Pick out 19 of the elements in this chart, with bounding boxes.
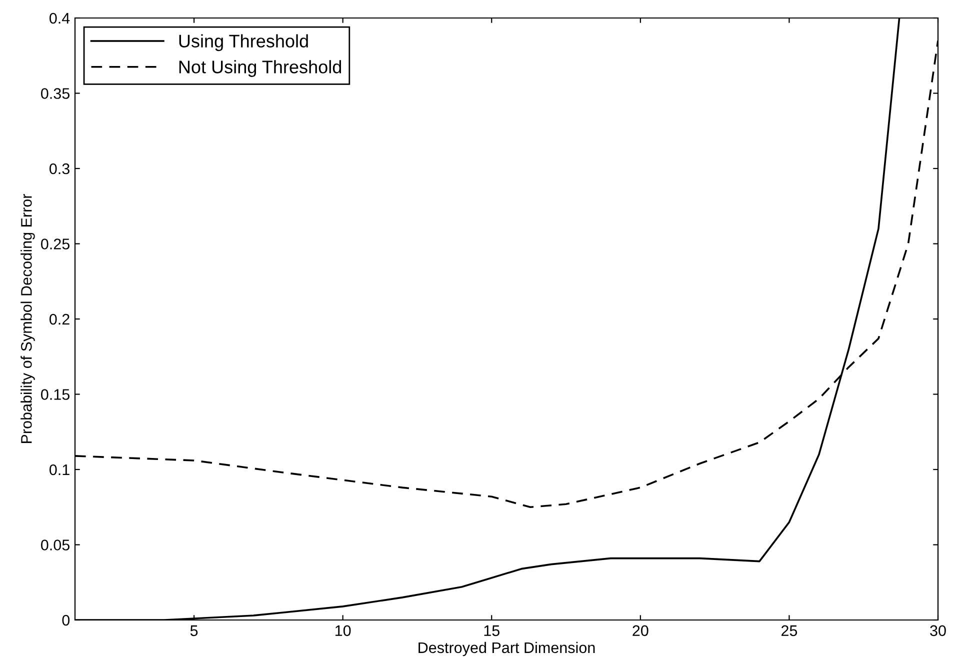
y-tick-label: 0.1 [50,464,70,476]
y-tick-label: 0.25 [41,238,70,250]
y-tick-label: 0.4 [50,12,70,24]
y-tick-label: 0.3 [50,163,70,174]
y-axis-title: Probability of Symbol Decoding Error [20,194,35,443]
y-tick-label: 0.35 [41,88,70,99]
y-tick-label: 0.15 [41,389,70,400]
x-tick-label: 15 [484,625,500,636]
x-tick-label: 25 [781,625,798,636]
y-tick-label: 0 [62,614,70,626]
x-tick-label: 30 [930,625,946,636]
x-tick-label: 10 [335,625,351,636]
legend-label: Using Threshold [179,34,308,52]
y-tick-label: 0.05 [41,540,70,550]
x-tick-label: 5 [190,625,198,636]
legend-label: Not Using Threshold [179,60,342,77]
x-axis-title: Destroyed Part Dimension [418,642,595,656]
x-tick-label: 20 [632,625,648,636]
y-tick-label: 0.2 [50,314,70,325]
